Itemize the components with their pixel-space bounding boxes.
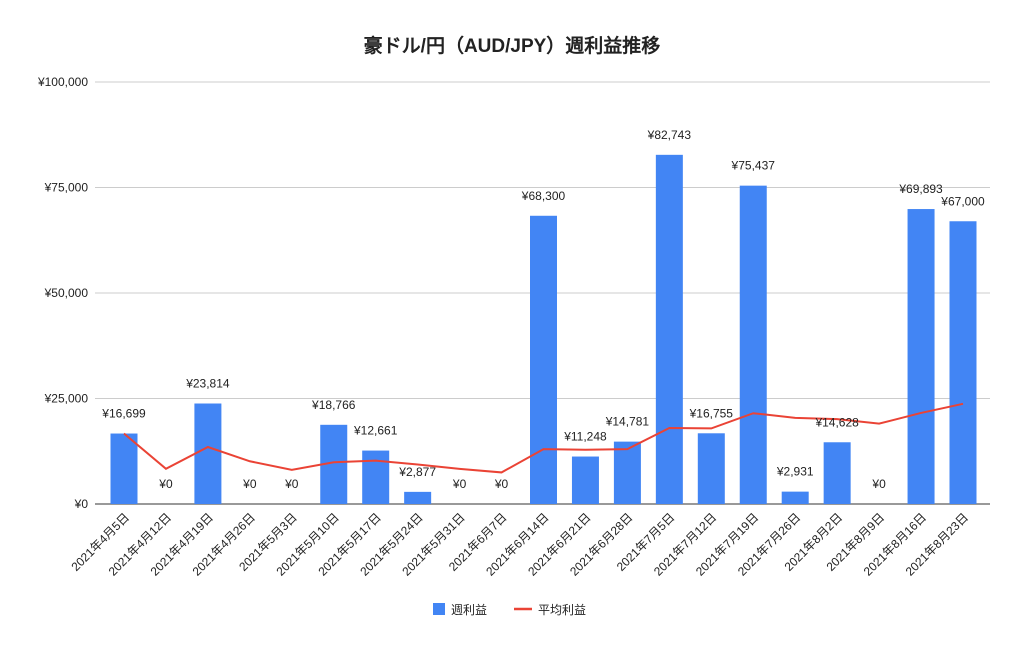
data-label: ¥69,893 xyxy=(898,182,943,196)
bar xyxy=(571,456,599,504)
data-label: ¥68,300 xyxy=(521,189,566,203)
data-label: ¥23,814 xyxy=(185,377,230,391)
legend-label-weekly: 週利益 xyxy=(451,603,487,617)
data-label: ¥2,877 xyxy=(398,465,436,479)
legend-label-average: 平均利益 xyxy=(538,603,586,617)
bar xyxy=(404,491,432,504)
legend-swatch-weekly xyxy=(433,603,445,615)
y-tick-label: ¥25,000 xyxy=(44,392,89,406)
bar xyxy=(530,215,557,505)
bar xyxy=(697,433,725,504)
y-tick-label: ¥0 xyxy=(74,497,89,511)
bar xyxy=(194,403,222,504)
data-label: ¥0 xyxy=(284,477,299,491)
y-tick-label: ¥50,000 xyxy=(44,286,89,300)
bar xyxy=(655,154,683,505)
data-label: ¥75,437 xyxy=(731,159,776,173)
bar xyxy=(781,491,809,504)
bar xyxy=(907,209,935,504)
bar xyxy=(110,433,138,504)
data-label: ¥12,661 xyxy=(353,424,398,438)
data-label: ¥0 xyxy=(158,477,173,491)
data-label: ¥0 xyxy=(871,477,886,491)
data-label: ¥0 xyxy=(494,477,509,491)
data-label: ¥16,699 xyxy=(101,407,146,421)
data-label: ¥2,931 xyxy=(776,465,814,479)
data-label: ¥16,755 xyxy=(689,406,734,420)
bar xyxy=(362,450,390,504)
data-label: ¥11,248 xyxy=(563,430,607,444)
data-label: ¥82,743 xyxy=(647,128,692,142)
bar xyxy=(949,221,977,504)
chart-title: 豪ドル/円（AUD/JPY）週利益推移 xyxy=(364,34,661,57)
data-label: ¥0 xyxy=(242,477,257,491)
bar xyxy=(613,441,641,504)
data-label: ¥14,781 xyxy=(605,415,650,429)
legend: 週利益 平均利益 xyxy=(433,603,586,617)
data-label: ¥67,000 xyxy=(940,194,985,208)
bar xyxy=(823,442,851,504)
data-label: ¥0 xyxy=(452,477,467,491)
y-tick-label: ¥100,000 xyxy=(37,75,88,89)
bar xyxy=(739,185,767,504)
data-label: ¥18,766 xyxy=(311,398,356,412)
data-label: ¥14,628 xyxy=(814,415,859,429)
y-tick-label: ¥75,000 xyxy=(44,181,89,195)
